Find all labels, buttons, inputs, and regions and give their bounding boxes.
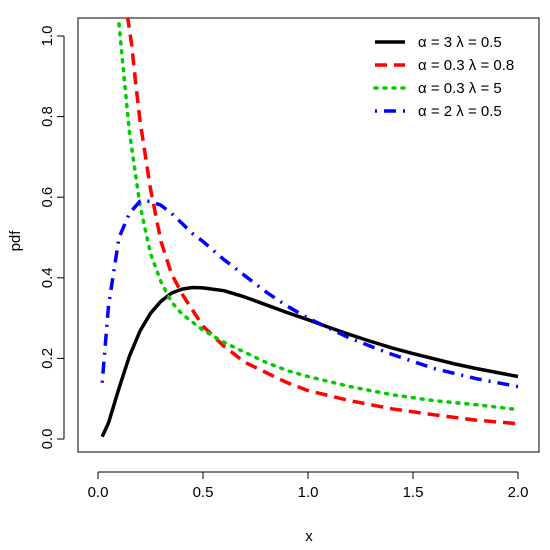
y-tick-label: 0.8 bbox=[39, 106, 56, 127]
y-tick-label: 0.2 bbox=[39, 348, 56, 369]
y-tick-label: 1.0 bbox=[39, 26, 56, 47]
legend-label-3: α = 0.3 λ = 5 bbox=[418, 80, 502, 97]
x-axis: 0.0 0.5 1.0 1.5 2.0 bbox=[88, 471, 529, 501]
x-tick-label: 2.0 bbox=[508, 484, 529, 501]
x-tick-label: 0.0 bbox=[88, 484, 109, 501]
legend-label-4: α = 2 λ = 0.5 bbox=[418, 103, 502, 120]
y-axis: 0.0 0.2 0.4 0.6 0.8 1.0 bbox=[39, 26, 65, 450]
y-tick-label: 0.4 bbox=[39, 267, 56, 288]
series-line-2 bbox=[125, 18, 519, 426]
x-tick-label: 0.5 bbox=[193, 484, 214, 501]
series-line-3 bbox=[117, 22, 520, 412]
y-tick-label: 0.6 bbox=[39, 187, 56, 208]
series-layer bbox=[100, 18, 520, 438]
legend-label-1: α = 3 λ = 0.5 bbox=[418, 34, 502, 51]
x-tick-label: 1.5 bbox=[403, 484, 424, 501]
y-axis-label: pdf bbox=[7, 230, 24, 252]
y-tick-label: 0.0 bbox=[39, 429, 56, 450]
series-line-1 bbox=[100, 285, 519, 438]
series-line-4 bbox=[100, 199, 519, 389]
legend-label-2: α = 0.3 λ = 0.8 bbox=[418, 57, 514, 74]
x-axis-label: x bbox=[305, 528, 313, 545]
x-tick-label: 1.0 bbox=[298, 484, 319, 501]
plot-area-frame bbox=[77, 17, 540, 453]
legend: α = 3 λ = 0.5 α = 0.3 λ = 0.8 α = 0.3 λ = … bbox=[373, 34, 514, 120]
